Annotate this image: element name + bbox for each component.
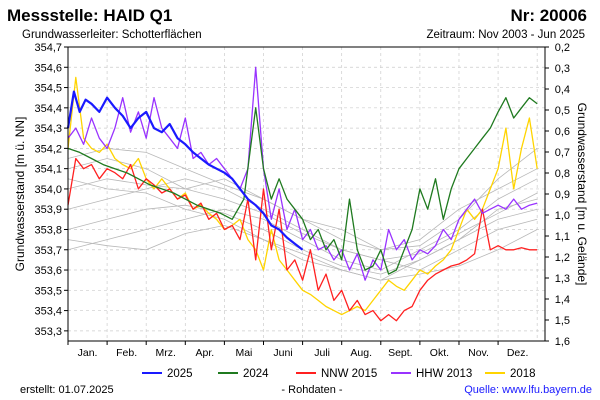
y-tick-label: 354,3 [34,123,62,135]
period-label: Zeitraum: Nov 2003 - Jun 2025 [426,29,585,41]
y-right-tick-label: 0,6 [555,126,570,138]
x-tick-label: Juli [314,347,330,359]
y-right-tick-label: 0,4 [555,84,570,96]
legend-label: HHW 2013 [416,368,472,380]
y-tick-label: 353,8 [34,224,62,236]
series-group [66,66,538,322]
y-tick-label: 353,9 [34,204,62,216]
series-line-other [67,178,538,261]
y-tick-label: 353,5 [34,285,62,297]
y-right-tick-label: 0,5 [555,105,570,117]
y-right-tick-label: 0,7 [555,147,570,159]
y-tick-label: 354,0 [34,184,62,196]
y-axis-left-label: Grundwasserstand [m ü. NN] [13,117,27,272]
plot-frame [67,46,546,342]
y-right-tick-label: 1,6 [555,336,570,348]
x-tick-label: Dez. [507,347,529,359]
x-tick-label: Nov. [468,347,489,359]
y-tick-label: 353,4 [34,306,62,318]
grid [67,46,545,341]
y-tick-label: 353,3 [34,326,62,338]
y-right-tick-label: 1,0 [555,210,570,222]
series-line-hhw-2013 [67,66,538,281]
y-tick-label: 354,6 [34,62,62,74]
y-right-tick-label: 0,2 [555,42,570,54]
rawdata-note: - Rohdaten - [281,384,342,396]
legend-label: 2025 [167,368,193,380]
y-tick-label: 354,2 [34,143,62,155]
y-right-tick-label: 1,1 [555,231,570,243]
legend-label: NNW 2015 [321,368,377,380]
x-tick-label: Mrz. [156,347,176,359]
x-tick-label: Mai [235,347,252,359]
y-right-tick-label: 1,4 [555,294,570,306]
y-right-tick-label: 0,3 [555,63,570,75]
legend-label: 2018 [510,368,536,380]
x-tick-label: Okt. [430,347,449,359]
x-axis: Jan. Feb. Mrz. Apr. Mai Juni Juli Aug. Sept. Okt.… [67,341,529,359]
y-tick-label: 354,7 [34,42,62,54]
x-tick-label: Jan. [78,347,98,359]
created-date: erstellt: 01.07.2025 [20,384,114,396]
y-right-tick-label: 0,9 [555,189,570,201]
y-right-tick-label: 1,2 [555,252,570,264]
aquifer-label: Grundwasserleiter: Schotterflächen [22,29,202,41]
y-right-tick-label: 0,8 [555,168,570,180]
x-tick-label: Feb. [116,347,137,359]
y-right-tick-label: 1,3 [555,273,570,285]
y-tick-label: 354,5 [34,83,62,95]
x-tick-label: Apr. [196,347,215,359]
y-axis-right: 0,2 0,3 0,4 0,5 0,6 0,7 0,8 0,9 1,0 1,1 1,2 1,3 1,4 1… [545,42,570,348]
y-axis-right-label: Grundwasserstand [m u. Gelände] [575,103,589,286]
y-axis-left: 353,3 353,4 353,5 353,6 353,7 353,8 353,9 354,0… [34,42,68,338]
y-tick-label: 353,7 [34,245,62,257]
y-right-tick-label: 1,5 [555,315,570,327]
y-tick-label: 354,4 [34,103,62,115]
legend: 2025 2024 NNW 2015 HHW 2013 2018 [142,368,536,380]
x-tick-label: Aug. [350,347,372,359]
station-number: Nr: 20006 [510,6,587,25]
series-line-2025 [66,90,304,251]
source-link[interactable]: Quelle: www.lfu.bayern.de [464,384,592,396]
series-line-nnw-2015 [67,157,538,322]
legend-label: 2024 [243,368,269,380]
series-line-2024 [67,97,538,275]
series-line-other [67,178,538,271]
y-tick-label: 354,1 [34,164,62,176]
y-tick-label: 353,6 [34,265,62,277]
x-tick-label: Juni [273,347,292,359]
x-tick-label: Sept. [388,347,413,359]
chart-title: Messstelle: HAID Q1 [7,6,172,25]
series-line-other [67,224,538,281]
